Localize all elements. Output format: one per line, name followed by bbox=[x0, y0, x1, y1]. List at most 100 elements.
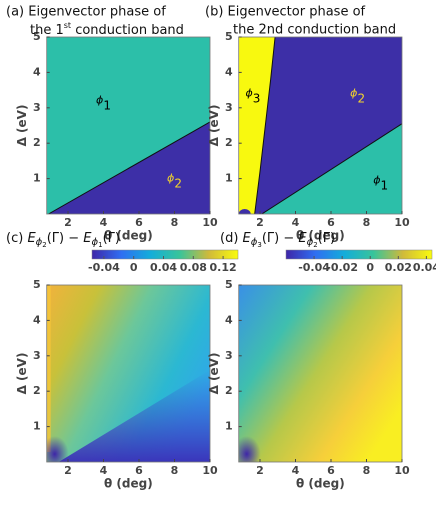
panel-subtitle: the 1st conduction band bbox=[30, 21, 184, 38]
y-tick-label: 1 bbox=[33, 420, 41, 433]
plot-frame bbox=[238, 284, 403, 463]
x-tick-label: 6 bbox=[327, 216, 335, 229]
x-tick-label: 2 bbox=[256, 216, 264, 229]
title-part: 1 bbox=[98, 241, 102, 249]
title-part: E bbox=[83, 231, 92, 246]
title-part: 2 bbox=[42, 241, 46, 249]
x-tick-label: 4 bbox=[100, 464, 108, 477]
boundary bbox=[48, 121, 211, 214]
y-axis-label: Δ (eV) bbox=[15, 353, 29, 395]
plot-area bbox=[238, 285, 402, 462]
y-tick-label: 2 bbox=[225, 384, 233, 397]
region-label: ϕ1 bbox=[373, 173, 388, 192]
panel-subtitle: the 2nd conduction band bbox=[233, 23, 396, 38]
region-label: ϕ2 bbox=[350, 87, 365, 106]
x-axis-label: θ (deg) bbox=[296, 477, 345, 491]
title-part: (Γ) bbox=[103, 231, 120, 246]
symbol: ϕ bbox=[245, 87, 252, 100]
y-tick-label: 5 bbox=[33, 278, 41, 291]
y-tick-label: 3 bbox=[225, 101, 233, 114]
colorbar-tick-label: 0 bbox=[366, 261, 374, 274]
title-part: ϕ bbox=[36, 237, 43, 248]
region bbox=[238, 37, 276, 214]
x-axis-label: θ (deg) bbox=[104, 477, 153, 491]
y-tick-label: 3 bbox=[225, 349, 233, 362]
title-part: (c) bbox=[6, 231, 27, 246]
y-tick-label: 4 bbox=[33, 65, 41, 78]
heat-spot bbox=[46, 436, 69, 462]
symbol: ϕ bbox=[167, 172, 174, 185]
region-label: ϕ3 bbox=[245, 87, 260, 106]
y-axis-label: Δ (eV) bbox=[15, 105, 29, 147]
colorbar-tick-label: -0.04 bbox=[88, 261, 120, 274]
symbol: ϕ bbox=[96, 94, 103, 107]
y-tick-label: 5 bbox=[225, 278, 233, 291]
title-part: ϕ bbox=[92, 237, 99, 248]
plot-area bbox=[46, 37, 211, 214]
x-tick-label: 10 bbox=[394, 216, 410, 229]
colorbar-tick-label: 0.02 bbox=[385, 261, 412, 274]
x-tick-label: 4 bbox=[292, 464, 300, 477]
y-tick-label: 1 bbox=[33, 172, 41, 185]
x-tick-label: 2 bbox=[256, 464, 264, 477]
heat-edge bbox=[46, 285, 51, 452]
x-tick-label: 2 bbox=[64, 464, 72, 477]
title-part: E bbox=[298, 231, 307, 246]
region-label: ϕ2 bbox=[167, 172, 182, 191]
panel-title: (b) Eigenvector phase of bbox=[205, 5, 366, 20]
panel-title: (c) Eϕ2(Γ) − Eϕ1(Γ) bbox=[6, 231, 120, 250]
subscript: 1 bbox=[103, 98, 111, 112]
y-tick-label: 5 bbox=[225, 30, 233, 43]
y-tick-label: 2 bbox=[33, 136, 41, 149]
title-part: (Γ) − bbox=[262, 231, 299, 246]
boundary bbox=[254, 37, 276, 214]
subtitle-part: conduction band bbox=[71, 23, 184, 38]
y-tick-label: 5 bbox=[33, 30, 41, 43]
boundary bbox=[261, 123, 402, 214]
subscript: 2 bbox=[174, 176, 182, 190]
y-tick-label: 3 bbox=[33, 101, 41, 114]
colorbar bbox=[285, 249, 433, 260]
heat-spot bbox=[238, 436, 261, 462]
title-part: (Γ) bbox=[318, 231, 335, 246]
title-part: 2 bbox=[313, 241, 317, 249]
title-part: 3 bbox=[257, 241, 261, 249]
superscript: st bbox=[64, 21, 71, 30]
x-tick-label: 10 bbox=[394, 464, 410, 477]
colorbar-tick-label: 0.04 bbox=[413, 261, 436, 274]
heat-shade bbox=[58, 370, 211, 462]
colorbar-tick-label: 0.12 bbox=[210, 261, 237, 274]
x-tick-label: 2 bbox=[64, 216, 72, 229]
panel-title: (a) Eigenvector phase of bbox=[6, 5, 166, 20]
plot-frame bbox=[238, 36, 403, 215]
y-tick-label: 3 bbox=[33, 349, 41, 362]
title-part: E bbox=[27, 231, 36, 246]
subtitle-part: the 1 bbox=[30, 23, 64, 38]
x-tick-label: 10 bbox=[202, 216, 218, 229]
y-axis-label: Δ (eV) bbox=[207, 105, 221, 147]
y-tick-label: 4 bbox=[225, 313, 233, 326]
x-tick-label: 4 bbox=[292, 216, 300, 229]
title-part: ϕ bbox=[251, 237, 258, 248]
title-part: ϕ bbox=[307, 237, 314, 248]
title-part: E bbox=[243, 231, 252, 246]
colorbar-tick-label: 0.08 bbox=[180, 261, 207, 274]
y-axis-label: Δ (eV) bbox=[207, 353, 221, 395]
y-tick-label: 1 bbox=[225, 420, 233, 433]
y-tick-label: 2 bbox=[225, 136, 233, 149]
region-label: ϕ1 bbox=[96, 94, 111, 113]
x-tick-label: 10 bbox=[202, 464, 218, 477]
plot-frame bbox=[46, 36, 211, 215]
x-axis-label: θ (deg) bbox=[104, 229, 153, 243]
panel-title: (d) Eϕ3(Γ) − Eϕ2(Γ) bbox=[220, 231, 335, 250]
x-tick-label: 4 bbox=[100, 216, 108, 229]
x-tick-label: 6 bbox=[327, 464, 335, 477]
x-tick-label: 8 bbox=[363, 464, 371, 477]
plot-frame bbox=[46, 284, 211, 463]
title-part: (d) bbox=[220, 231, 243, 246]
symbol: ϕ bbox=[350, 87, 357, 100]
colorbar bbox=[91, 249, 239, 260]
plot-area bbox=[46, 285, 211, 462]
colorbar-tick-label: -0.04 bbox=[298, 261, 330, 274]
